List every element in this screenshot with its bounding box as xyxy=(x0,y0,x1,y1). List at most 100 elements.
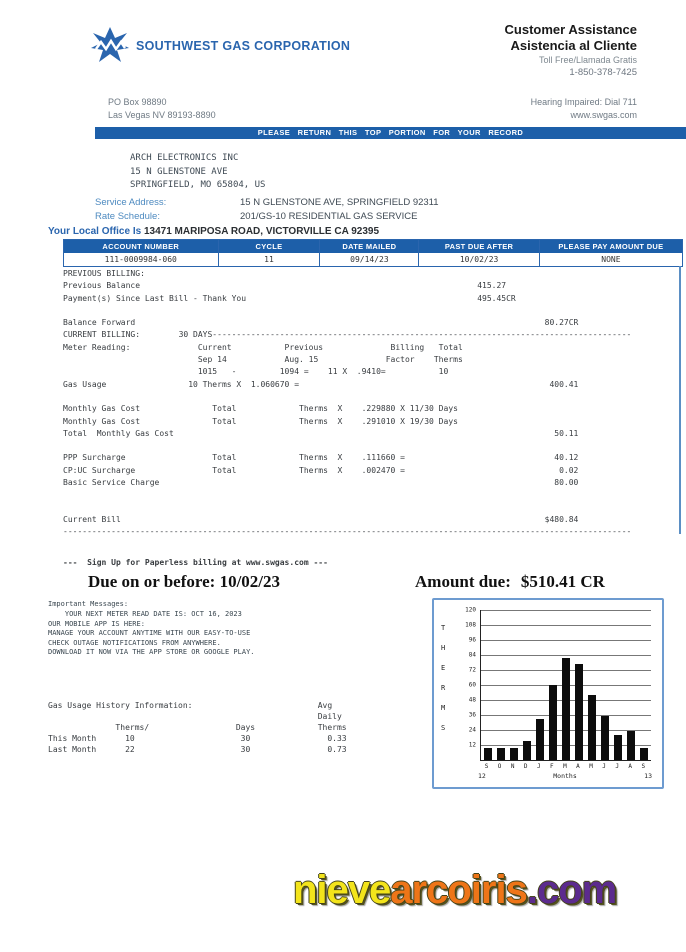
account-table-header-cell: CYCLE xyxy=(218,240,321,253)
service-address-row: Service Address: 15 N GLENSTONE AVE, SPRI… xyxy=(95,197,439,208)
gas-usage-history-table: Gas Usage History Information: Avg Daily… xyxy=(48,701,347,754)
chart-ytick-label: 48 xyxy=(468,696,476,704)
chart-ytick-label: 24 xyxy=(468,726,476,734)
watermark-part1: nieve xyxy=(293,868,391,912)
account-table-header-cell: PLEASE PAY AMOUNT DUE xyxy=(539,240,682,253)
chart-bar xyxy=(522,741,531,760)
recipient-address: ARCH ELECTRONICS INC 15 N GLENSTONE AVE … xyxy=(130,153,266,190)
chart-bar xyxy=(627,731,636,760)
chart-xtick-label: M xyxy=(563,763,567,770)
chart-xtick-label: S xyxy=(484,763,489,770)
chart-bar xyxy=(601,716,610,760)
due-date-text: Due on or before: 10/02/23 xyxy=(88,572,281,591)
chart-ytick-label: 84 xyxy=(468,651,476,659)
chart-xtick-label: N xyxy=(510,763,515,770)
chart-ytick-label: 36 xyxy=(468,711,476,719)
account-table-header-cell: ACCOUNT NUMBER xyxy=(64,240,219,253)
asistencia-title: Asistencia al Cliente xyxy=(510,38,637,53)
account-table-value-cell: 09/14/23 xyxy=(320,253,420,266)
chart-bar xyxy=(548,685,557,760)
account-table-header-cell: PAST DUE AFTER xyxy=(419,240,540,253)
service-address-label: Service Address: xyxy=(95,197,167,208)
chart-xtick-label: J xyxy=(602,763,606,770)
billing-right-border xyxy=(679,266,681,534)
chart-ytick-label: 96 xyxy=(468,636,476,644)
return-portion-banner: PLEASE RETURN THIS TOP PORTION FOR YOUR … xyxy=(95,127,686,139)
watermark-part2: arcoiris xyxy=(390,868,528,912)
chart-end-year: 13 xyxy=(644,772,652,780)
chart-plot xyxy=(480,610,651,761)
chart-xtick-label: D xyxy=(523,763,528,770)
watermark-part3: .com xyxy=(526,868,617,912)
account-table-value-cell: 11 xyxy=(218,253,321,266)
chart-ytick-label: 108 xyxy=(465,621,476,629)
chart-ylabel-letter: R xyxy=(441,684,446,692)
southwest-gas-logo-icon xyxy=(91,27,129,62)
account-summary-table: ACCOUNT NUMBER CYCLE DATE MAILED PAST DUE A… xyxy=(63,239,683,267)
chart-start-year: 12 xyxy=(478,772,486,780)
company-name: SOUTHWEST GAS CORPORATION xyxy=(136,39,351,53)
chart-bar xyxy=(509,747,518,760)
chart-ytick-label: 12 xyxy=(468,741,476,749)
local-office-value: 13471 MARIPOSA ROAD, VICTORVILLE CA 9239… xyxy=(143,226,380,237)
chart-ylabel: T H E R M S xyxy=(441,624,445,732)
chart-bar xyxy=(561,657,570,760)
website-link[interactable]: www.swgas.com xyxy=(570,110,637,120)
chart-xtick-label: J xyxy=(536,763,541,770)
po-box-line: PO Box 98890 xyxy=(108,97,167,107)
gas-usage-chart: T H E R M S 120 108 96 84 72 60 48 36 24 12 S O N D J F M A M J… xyxy=(432,598,664,789)
chart-yticks: 120 108 96 84 72 60 48 36 24 12 xyxy=(450,606,476,760)
chart-ylabel-letter: S xyxy=(441,724,446,732)
po-city-line: Las Vegas NV 89193-8890 xyxy=(108,110,216,120)
account-table-header-row: ACCOUNT NUMBER CYCLE DATE MAILED PAST DUE A… xyxy=(64,240,682,253)
account-table-value-cell: 111-0009984-060 xyxy=(64,253,219,266)
watermark: nievearcoiris.com xyxy=(293,868,617,913)
toll-free-label: Toll Free/Llamada Gratis xyxy=(538,55,637,65)
chart-xtick-label: M xyxy=(589,763,593,770)
important-messages-title: Important Messages: xyxy=(48,600,129,608)
rate-schedule-row: Rate Schedule: 201/GS-10 RESIDENTIAL GAS … xyxy=(95,211,417,222)
chart-xtick-label: J xyxy=(615,763,619,770)
amount-due-label: Amount due: xyxy=(415,572,511,591)
hearing-impaired-block: Hearing Impaired: Dial 711 www.swgas.com xyxy=(531,96,637,122)
chart-ytick-label: 72 xyxy=(468,666,476,674)
service-address-value: 15 N GLENSTONE AVE, SPRINGFIELD 92311 xyxy=(240,197,439,208)
paperless-signup-note: --- Sign Up for Paperless billing at www… xyxy=(63,558,328,567)
chart-bar xyxy=(588,695,597,760)
billing-details: PREVIOUS BILLING: Previous Balance 415.2… xyxy=(63,269,632,537)
chart-xlabel: Months xyxy=(553,772,577,780)
account-table-header-cell: DATE MAILED xyxy=(320,240,420,253)
customer-assistance-title: Customer Assistance xyxy=(504,22,637,37)
rate-schedule-value: 201/GS-10 RESIDENTIAL GAS SERVICE xyxy=(240,211,418,222)
chart-bar xyxy=(535,718,544,760)
phone-number: 1-850-378-7425 xyxy=(569,67,637,78)
chart-bar xyxy=(496,747,505,760)
chart-ylabel-letter: E xyxy=(441,664,446,672)
chart-bar xyxy=(574,663,583,760)
po-box-block: PO Box 98890 Las Vegas NV 89193-8890 xyxy=(108,96,216,122)
rate-schedule-label: Rate Schedule: xyxy=(95,211,160,222)
account-table-value-cell: NONE xyxy=(539,253,682,266)
local-office-label: Your Local Office Is xyxy=(48,226,142,237)
chart-ylabel-letter: H xyxy=(441,644,446,652)
chart-ytick-label: 60 xyxy=(468,681,476,689)
chart-xtick-label: A xyxy=(628,763,633,770)
local-office-row: Your Local Office Is 13471 MARIPOSA ROAD… xyxy=(48,226,379,237)
chart-xtick-label: S xyxy=(641,763,646,770)
hearing-impaired-line: Hearing Impaired: Dial 711 xyxy=(530,97,637,107)
chart-ytick-label: 120 xyxy=(465,606,476,614)
chart-xtick-label: F xyxy=(550,763,554,770)
chart-bar xyxy=(483,747,492,760)
chart-ylabel-letter: M xyxy=(441,704,446,712)
chart-xtick-label: O xyxy=(497,763,502,770)
amount-due-row: Amount due: $510.41 CR xyxy=(415,572,605,592)
amount-due-value: $510.41 CR xyxy=(520,572,605,591)
account-table-value-row: 111-0009984-060 11 09/14/23 10/02/23 NONE xyxy=(64,253,682,266)
chart-xtick-label: A xyxy=(576,763,580,770)
chart-ylabel-letter: T xyxy=(441,624,446,632)
account-table-value-cell: 10/02/23 xyxy=(419,253,540,266)
important-messages-body: YOUR NEXT METER READ DATE IS: OCT 16, 20… xyxy=(48,610,255,657)
company-logo: SOUTHWEST GAS CORPORATION xyxy=(90,26,350,66)
